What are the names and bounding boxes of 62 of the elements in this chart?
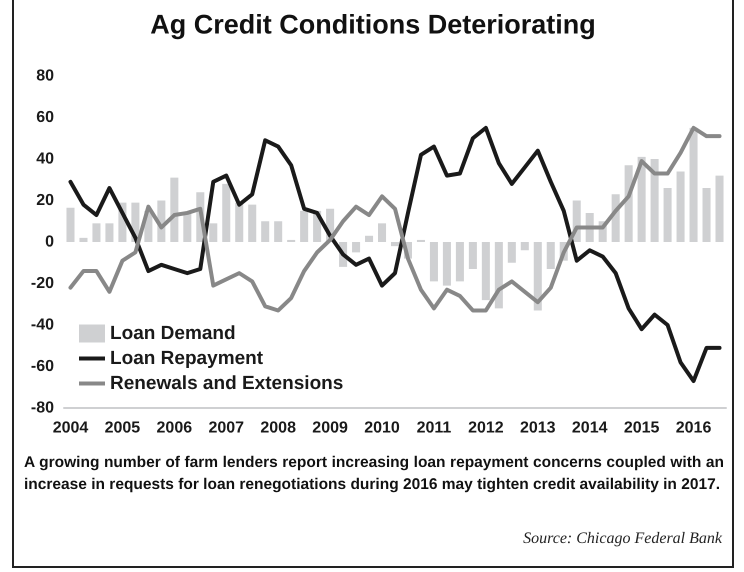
bar xyxy=(534,242,542,310)
source-note: Source: Chicago Federal Bank xyxy=(523,530,722,548)
bar xyxy=(456,242,464,282)
bar xyxy=(442,242,451,286)
legend-label: Renewals and Extensions xyxy=(110,373,344,394)
x-tick-label: 2014 xyxy=(572,420,608,436)
y-tick-label: -20 xyxy=(30,275,54,292)
bar xyxy=(482,242,490,300)
legend-label: Loan Demand xyxy=(110,323,236,344)
x-tick-label: 2010 xyxy=(364,420,400,436)
x-tick-label: 2015 xyxy=(624,420,660,436)
x-tick-label: 2008 xyxy=(260,420,296,436)
bar xyxy=(105,223,114,242)
y-tick-label: 80 xyxy=(36,68,54,84)
bar xyxy=(508,242,516,263)
x-tick-label: 2004 xyxy=(52,420,88,436)
bar xyxy=(664,188,672,242)
bar xyxy=(650,159,659,242)
bar xyxy=(235,202,244,242)
y-tick-label: 40 xyxy=(36,150,54,168)
bar xyxy=(66,208,75,242)
legend-label: Loan Repayment xyxy=(110,348,264,369)
x-tick-label: 2012 xyxy=(468,420,504,436)
y-tick-label: -80 xyxy=(30,400,54,416)
y-tick-label: -60 xyxy=(30,358,54,375)
y-tick-label: 0 xyxy=(45,234,54,250)
bar xyxy=(365,236,374,242)
y-tick-label: 20 xyxy=(36,192,54,209)
bar xyxy=(715,176,724,242)
bar xyxy=(183,212,192,242)
bar xyxy=(352,242,360,252)
x-tick-label: 2009 xyxy=(312,420,348,436)
bar xyxy=(274,221,282,242)
bar xyxy=(209,223,218,242)
bar xyxy=(170,178,178,242)
chart-title: Ag Credit Conditions Deteriorating xyxy=(150,10,596,40)
bar xyxy=(92,223,100,242)
y-tick-label: 60 xyxy=(36,109,54,126)
x-tick-label: 2013 xyxy=(520,420,556,436)
text: A growing number of farm lenders report increasing loan repayment concerns coupled with an increase in requests for loan renegotiations during 2016 may tighten credit availability in 2017. xyxy=(24,453,724,495)
bar xyxy=(676,171,685,242)
y-tick-label: -40 xyxy=(30,316,54,334)
bar xyxy=(300,210,308,242)
x-tick-label: 2007 xyxy=(208,420,244,436)
x-tick-label: 2016 xyxy=(676,420,712,436)
bar xyxy=(261,221,270,242)
x-tick-label: 2005 xyxy=(104,420,140,436)
bar xyxy=(468,242,477,269)
bar xyxy=(430,242,438,282)
line-series xyxy=(68,126,722,312)
bar xyxy=(390,242,400,246)
bar xyxy=(494,242,503,308)
bar xyxy=(248,204,256,242)
x-tick-label: 2011 xyxy=(416,420,452,436)
x-tick-label: 2006 xyxy=(156,420,192,436)
bar xyxy=(546,242,555,269)
bar xyxy=(690,128,698,242)
bar xyxy=(378,223,386,242)
bar xyxy=(520,242,529,250)
bar xyxy=(702,188,711,242)
bar xyxy=(79,238,88,242)
bar xyxy=(222,184,230,242)
